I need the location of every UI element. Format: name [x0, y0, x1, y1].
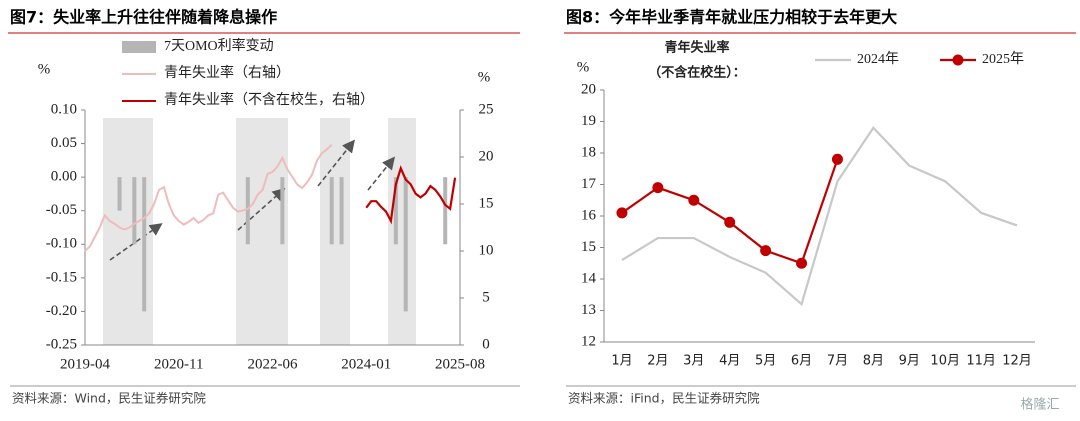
x-tick-label: 4月: [719, 354, 740, 369]
x-tick-label: 2月: [647, 354, 668, 369]
y-tick-label: 18: [581, 144, 596, 160]
y-tick-label: 15: [581, 239, 596, 255]
legend-label: 青年失业率（不含在校生，右轴）: [164, 91, 374, 108]
y-tick-label: 0.10: [51, 101, 77, 117]
point: [831, 153, 843, 165]
y-axis-label: %: [577, 59, 590, 75]
arrow: [237, 187, 286, 231]
x-tick-label: 11月: [966, 354, 996, 369]
y-tick-label: 16: [581, 207, 597, 223]
line: [621, 158, 839, 265]
source: 资料来源：Wind，民生证券研究院: [12, 391, 206, 406]
y-tick-label: 14: [581, 270, 597, 286]
legend-swatch: [122, 41, 156, 53]
point: [652, 182, 664, 194]
point: [760, 245, 772, 257]
y-tick-label: 0.00: [51, 169, 77, 185]
legend-label: 2025年: [982, 51, 1024, 67]
y-tick-label: 0.05: [51, 135, 77, 151]
x-tick-label: 2020-11: [154, 356, 203, 372]
bar: [443, 177, 448, 245]
y-tick-label: 19: [581, 113, 596, 129]
legend-title: 青年失业率: [664, 40, 729, 56]
point: [688, 194, 700, 206]
arrow: [317, 139, 355, 187]
y2-tick-label: 25: [479, 101, 494, 117]
bar: [329, 177, 334, 245]
bar: [132, 177, 137, 245]
y-tick-label: -0.15: [46, 269, 77, 285]
y-tick-label: 12: [581, 333, 596, 349]
point: [724, 216, 736, 228]
y-tick-label: 13: [581, 302, 596, 318]
y2-tick-label: 5: [482, 289, 490, 305]
legend-label: 2024年: [857, 51, 899, 67]
arrow: [109, 223, 163, 261]
legend-marker: [952, 54, 964, 66]
y2-tick-label: 0: [482, 336, 490, 352]
point: [616, 207, 628, 219]
bar: [117, 177, 122, 211]
y-tick-label: -0.20: [46, 303, 77, 319]
legend-label: 青年失业率（右轴）: [164, 64, 290, 81]
x-tick-label: 2024-01: [341, 356, 391, 372]
x-tick-label: 3月: [683, 354, 704, 369]
x-tick-label: 5月: [755, 354, 776, 369]
highlight-band: [388, 118, 416, 345]
line: [84, 144, 333, 252]
x-tick-label: 2022-06: [248, 356, 298, 372]
arrow: [367, 156, 396, 191]
trend-arrows: [109, 139, 396, 261]
x-tick-label: 10月: [930, 354, 960, 369]
x-tick-label: 12月: [1002, 354, 1032, 369]
line: [621, 126, 1018, 307]
x-tick-label: 2019-04: [60, 356, 110, 372]
x-tick-label: 9月: [899, 354, 920, 369]
y2-axis-label: %: [478, 69, 491, 85]
bar: [393, 177, 398, 245]
y2-tick-label: 15: [479, 195, 494, 211]
bar: [403, 177, 408, 312]
bar: [280, 177, 285, 245]
line: [365, 165, 457, 225]
bar: [142, 177, 147, 312]
source: 资料来源：iFind，民生证券研究院: [568, 391, 760, 406]
y-tick-label: -0.05: [46, 202, 77, 218]
chart-title: 图8：今年毕业季青年就业压力相较于去年更大: [566, 8, 897, 27]
y-axis-label: %: [38, 61, 51, 77]
y-tick-label: 17: [581, 176, 597, 192]
point: [796, 257, 808, 269]
watermark: 格隆汇: [1020, 397, 1059, 413]
x-tick-label: 1月: [611, 354, 632, 369]
highlight-band: [236, 118, 288, 345]
x-tick-label: 6月: [791, 354, 812, 369]
x-tick-label: 2025-08: [435, 356, 485, 372]
y2-tick-label: 10: [479, 242, 494, 258]
chart-title: 图7：失业率上升往往伴随着降息操作: [10, 8, 277, 27]
highlight-band: [320, 118, 350, 345]
legend-title: （不含在校生）：: [648, 65, 746, 81]
legend-label: 7天OMO利率变动: [164, 37, 274, 54]
y2-tick-label: 20: [479, 148, 494, 164]
bar: [339, 177, 344, 245]
y-tick-label: 20: [581, 81, 596, 97]
x-tick-label: 8月: [863, 354, 884, 369]
y-tick-label: -0.10: [46, 236, 77, 252]
y-tick-label: -0.25: [46, 336, 77, 352]
x-tick-label: 7月: [827, 354, 848, 369]
bar: [245, 177, 250, 245]
